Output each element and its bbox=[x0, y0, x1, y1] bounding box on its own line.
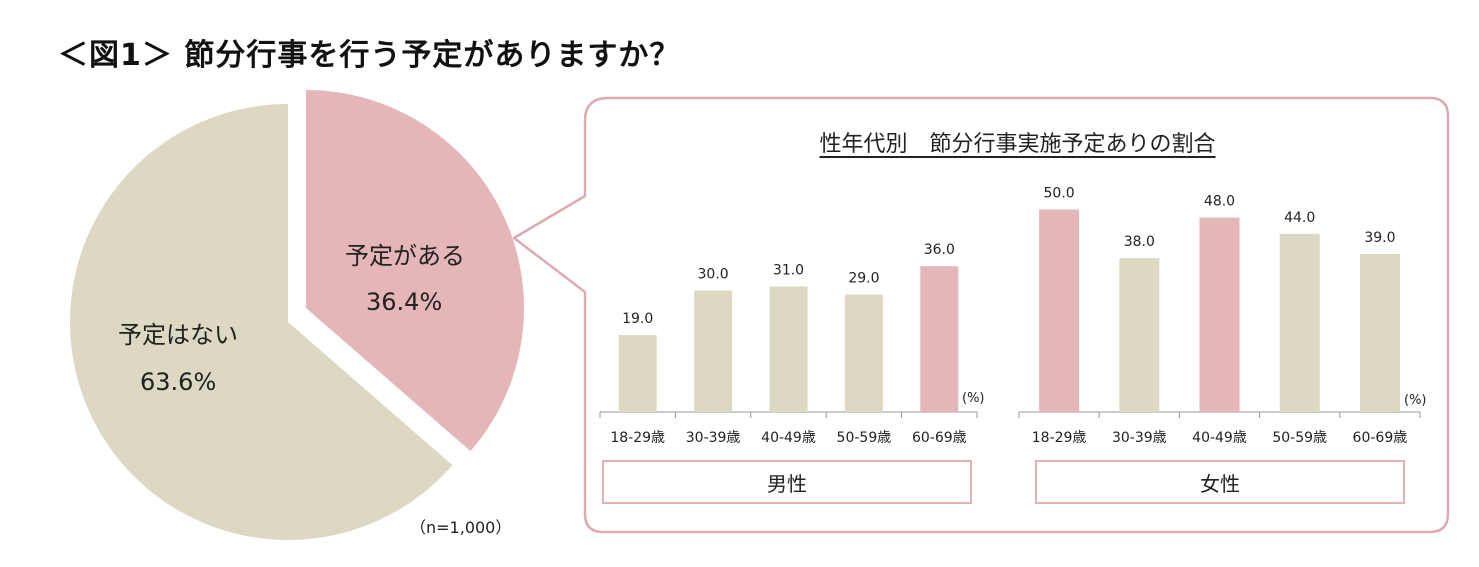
pie-label-no: 予定はない bbox=[118, 321, 238, 349]
category-label-male-0: 18-29歳 bbox=[610, 430, 665, 446]
pie-slice-yes bbox=[306, 90, 524, 452]
category-label-female-1: 30-39歳 bbox=[1112, 430, 1167, 446]
data-label-male-4: 36.0 bbox=[924, 242, 955, 258]
data-label-female-1: 38.0 bbox=[1124, 234, 1155, 250]
bar-male-3 bbox=[844, 294, 883, 412]
bar-male-0 bbox=[618, 335, 657, 412]
bar-female-3 bbox=[1279, 233, 1320, 412]
bar-female-1 bbox=[1119, 258, 1160, 412]
data-label-female-3: 44.0 bbox=[1284, 210, 1315, 226]
category-label-female-4: 60-69歳 bbox=[1353, 430, 1408, 446]
bar-female-2 bbox=[1199, 217, 1240, 412]
page-title: ＜図1＞ 節分行事を行う予定がありますか？ bbox=[58, 38, 681, 73]
category-label-female-0: 18-29歳 bbox=[1032, 430, 1087, 446]
bar-male-2 bbox=[769, 286, 808, 412]
data-label-male-0: 19.0 bbox=[622, 311, 653, 327]
pie-label-yes: 予定がある bbox=[345, 242, 465, 270]
bar-chart-title: 性年代別 節分行事実施予定ありの割合 bbox=[819, 132, 1216, 157]
category-label-male-2: 40-49歳 bbox=[761, 430, 816, 446]
pie-value-yes: 36.4% bbox=[366, 288, 443, 316]
pie-slice-no bbox=[69, 104, 453, 540]
data-label-male-1: 30.0 bbox=[698, 267, 729, 283]
bar-female-4 bbox=[1359, 254, 1400, 412]
data-label-female-2: 48.0 bbox=[1204, 194, 1235, 210]
bar-male-1 bbox=[694, 290, 733, 412]
category-label-male-1: 30-39歳 bbox=[686, 430, 741, 446]
category-label-female-2: 40-49歳 bbox=[1192, 430, 1247, 446]
category-label-female-3: 50-59歳 bbox=[1272, 430, 1327, 446]
data-label-male-2: 31.0 bbox=[773, 262, 804, 278]
bar-male-4 bbox=[920, 266, 959, 412]
data-label-female-0: 50.0 bbox=[1044, 186, 1075, 202]
category-label-male-4: 60-69歳 bbox=[912, 430, 967, 446]
bar-female-0 bbox=[1039, 209, 1080, 412]
category-label-male-3: 50-59歳 bbox=[837, 430, 892, 446]
group-label-female: 女性 bbox=[1035, 460, 1405, 504]
pie-value-no: 63.6% bbox=[140, 368, 217, 396]
unit-label-female: (%) bbox=[1404, 393, 1427, 408]
pie-chart bbox=[69, 90, 524, 540]
unit-label-male: (%) bbox=[962, 391, 985, 406]
data-label-male-3: 29.0 bbox=[848, 271, 879, 287]
group-label-male: 男性 bbox=[602, 460, 972, 504]
sample-size-note: （n=1,000） bbox=[410, 518, 512, 537]
data-label-female-4: 39.0 bbox=[1364, 230, 1395, 246]
